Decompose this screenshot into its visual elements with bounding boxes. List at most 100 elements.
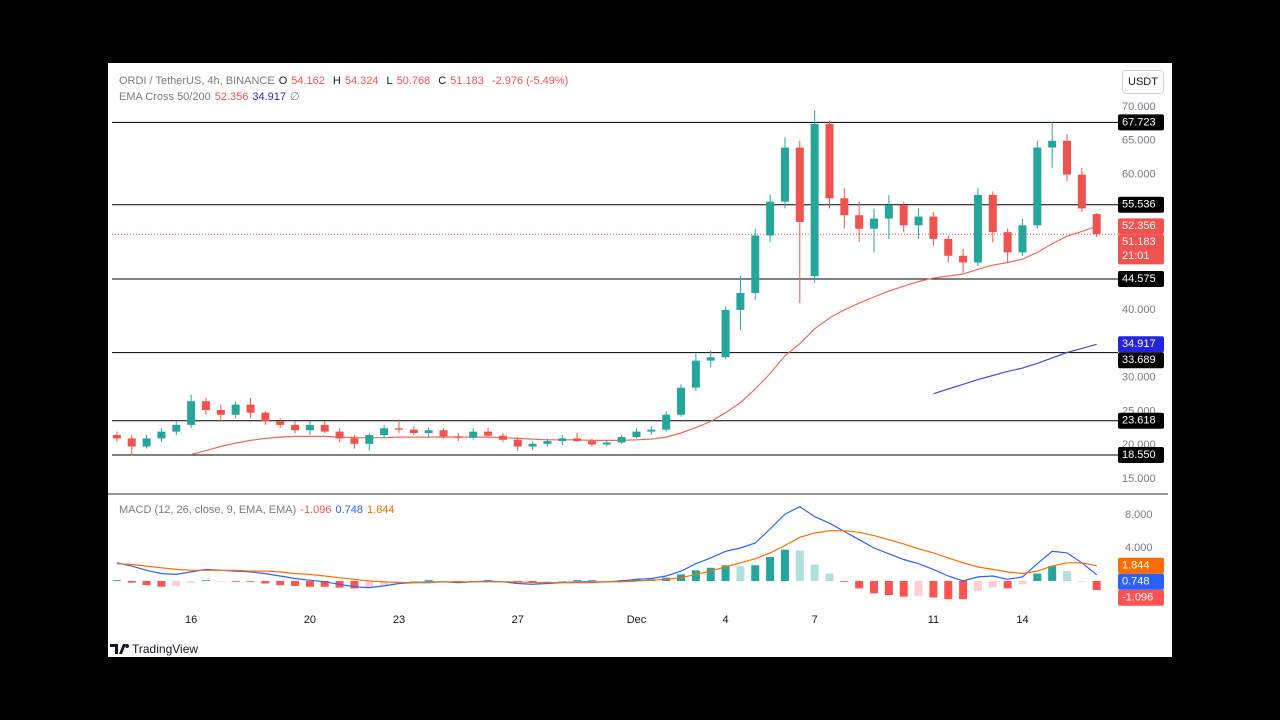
candle-body bbox=[602, 442, 611, 445]
macd-histogram-bar bbox=[187, 580, 196, 583]
price-label: 67.723 bbox=[1122, 116, 1156, 128]
macd-histogram-bar bbox=[795, 550, 804, 581]
candle-body bbox=[944, 238, 953, 256]
macd-hist-value: -1.096 bbox=[300, 504, 332, 516]
y-tick-label: 15.000 bbox=[1122, 473, 1156, 485]
candle-body bbox=[543, 441, 552, 444]
candle-body bbox=[320, 424, 329, 432]
price-box bbox=[1118, 196, 1164, 213]
candle-body bbox=[929, 216, 938, 239]
macd-histogram-bar bbox=[988, 580, 997, 588]
indicator-marker: ∅ bbox=[290, 91, 300, 103]
price-box bbox=[1118, 336, 1164, 353]
y-tick-label: 30.000 bbox=[1122, 371, 1156, 383]
macd-histogram-bar bbox=[825, 573, 834, 581]
candle-body bbox=[736, 292, 745, 310]
brand-name: TradingView bbox=[132, 642, 199, 656]
candle-body bbox=[706, 357, 715, 361]
y-tick-label: 40.000 bbox=[1122, 304, 1156, 316]
candle-body bbox=[305, 424, 314, 431]
macd-histogram-bar bbox=[558, 580, 567, 582]
candle-body bbox=[721, 309, 730, 358]
macd-value: 0.748 bbox=[335, 504, 364, 516]
candle-body bbox=[1018, 225, 1027, 253]
macd-histogram-bar bbox=[914, 580, 923, 596]
macd-label: 0.748 bbox=[1122, 576, 1150, 588]
candle-body bbox=[780, 147, 789, 202]
macd-histogram-bar bbox=[855, 580, 864, 589]
candle-body bbox=[1063, 140, 1072, 175]
macd-histogram-bar bbox=[261, 580, 270, 584]
candle-body bbox=[558, 438, 567, 442]
candle-body bbox=[380, 428, 389, 436]
candle-body bbox=[157, 431, 166, 439]
x-tick-label: 16 bbox=[185, 614, 197, 626]
macd-tick-label: 4.000 bbox=[1125, 542, 1153, 554]
price-box bbox=[1118, 114, 1164, 131]
currency-button[interactable]: USDT bbox=[1122, 70, 1164, 94]
macd-name: MACD (12, 26, close, 9, EMA, EMA) bbox=[119, 504, 297, 516]
x-tick-label: 14 bbox=[1016, 614, 1028, 626]
indicator-name: EMA Cross 50/200 bbox=[119, 91, 211, 103]
macd-histogram-bar bbox=[1003, 580, 1012, 589]
ema-value: 34.917 bbox=[252, 91, 287, 103]
candle-body bbox=[187, 401, 196, 425]
macd-histogram-bar bbox=[1018, 580, 1027, 585]
macd-histogram-bar bbox=[780, 549, 789, 581]
x-tick-label: 27 bbox=[512, 614, 524, 626]
price-label: 21:01 bbox=[1122, 250, 1150, 262]
macd-tick-label: 8.000 bbox=[1125, 509, 1153, 521]
candle-body bbox=[424, 430, 433, 434]
macd-histogram-bar bbox=[231, 580, 240, 582]
candle-body bbox=[246, 404, 255, 413]
candle-body bbox=[1092, 214, 1101, 235]
macd-histogram-bar bbox=[305, 580, 314, 587]
candle-body bbox=[276, 421, 285, 425]
candle-body bbox=[1048, 140, 1057, 148]
brand: TradingView bbox=[110, 642, 198, 656]
macd-histogram-bar bbox=[394, 580, 403, 582]
ohlc-value: 51.183 bbox=[450, 75, 484, 87]
ohlc-value: 54.324 bbox=[344, 75, 379, 87]
ema-legend: EMA Cross 50/200 52.356 34.917 ∅ bbox=[119, 90, 304, 104]
price-box bbox=[1118, 412, 1164, 429]
x-tick-label: 20 bbox=[304, 614, 316, 626]
macd-histogram-bar bbox=[1092, 580, 1101, 591]
macd-legend: MACD (12, 26, close, 9, EMA, EMA) -1.096 0… bbox=[119, 503, 399, 517]
candle-body bbox=[528, 443, 537, 447]
macd-histogram-bar bbox=[959, 580, 968, 600]
price-label: 55.536 bbox=[1122, 199, 1156, 211]
candle-body bbox=[1033, 147, 1042, 226]
ohlc-value: 50.768 bbox=[396, 75, 431, 87]
candle-body bbox=[335, 431, 344, 439]
candle-body bbox=[988, 194, 997, 233]
macd-histogram-bar bbox=[840, 580, 849, 582]
candle-body bbox=[810, 123, 819, 277]
macd-histogram-bar bbox=[736, 566, 745, 581]
x-tick-label: 7 bbox=[812, 614, 818, 626]
macd-histogram-bar bbox=[1077, 580, 1086, 582]
chart-area bbox=[108, 63, 1172, 657]
candle-body bbox=[855, 215, 864, 229]
candle-body bbox=[825, 123, 834, 199]
candle-body bbox=[795, 147, 804, 222]
x-tick-label: 4 bbox=[723, 614, 729, 626]
macd-histogram-bar bbox=[320, 580, 329, 587]
ohlc-letter: L bbox=[386, 75, 393, 87]
macd-histogram-bar bbox=[201, 580, 210, 581]
price-box bbox=[1118, 352, 1164, 369]
ema-value: 52.356 bbox=[214, 91, 249, 103]
candle-body bbox=[1077, 174, 1086, 209]
y-tick-label: 65.000 bbox=[1122, 135, 1156, 147]
candle-body bbox=[914, 216, 923, 226]
macd-histogram-bar bbox=[350, 580, 359, 589]
macd-histogram-bar bbox=[127, 580, 136, 583]
candle-body bbox=[617, 437, 626, 443]
change: -2.976 (-5.49%) bbox=[491, 75, 569, 87]
candle-body bbox=[870, 218, 879, 229]
macd-histogram-bar bbox=[691, 570, 700, 581]
x-tick-label: Dec bbox=[627, 614, 647, 626]
macd-box bbox=[1118, 557, 1164, 574]
macd-histogram-bar bbox=[870, 580, 879, 594]
